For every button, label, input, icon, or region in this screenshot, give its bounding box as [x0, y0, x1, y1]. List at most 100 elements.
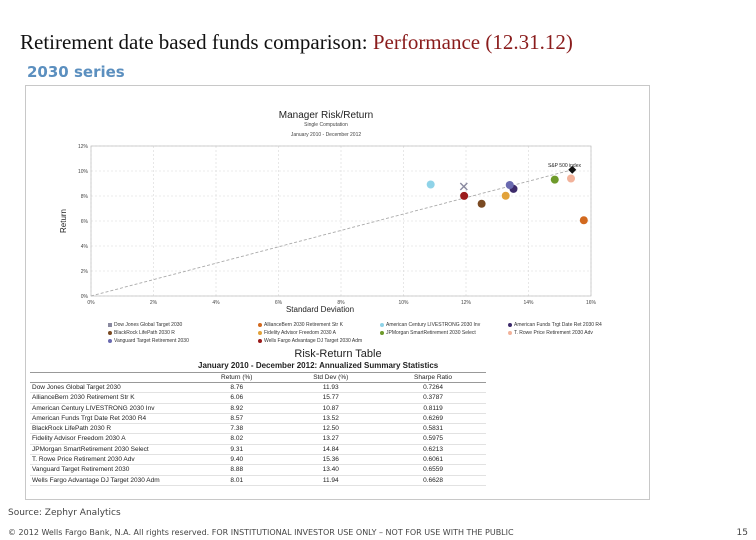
point-1: [579, 216, 588, 225]
legend-swatch: [108, 338, 112, 343]
risk-return-scatter-chart: Manager Risk/Return Single Computation J…: [59, 110, 597, 314]
x-tick-label: 14%: [523, 300, 534, 306]
sharpe-cell: 0.6559: [380, 464, 486, 476]
x-tick-label: 2%: [150, 300, 158, 306]
return-cell: 9.31: [192, 444, 282, 456]
fund-name-cell: BlackRock LifePath 2030 R: [30, 423, 192, 435]
sharpe-cell: 0.7264: [380, 382, 486, 394]
table-row: T. Rowe Price Retirement 2030 Adv 9.40 15.…: [30, 454, 486, 466]
x-tick-label: 4%: [212, 300, 220, 306]
stddev-cell: 12.50: [281, 423, 381, 435]
y-tick-label: 0%: [81, 294, 89, 300]
legend-label: Vanguard Target Retirement 2030: [114, 338, 189, 344]
chart-points: [426, 165, 588, 225]
stddev-cell: 10.87: [281, 403, 381, 414]
legend-swatch: [258, 330, 262, 335]
y-tick-label: 12%: [78, 144, 89, 150]
page-title: Retirement date based funds comparison: …: [20, 30, 573, 55]
legend-label: Fidelity Advisor Freedom 2030 A: [264, 330, 336, 336]
x-tick-label: 6%: [275, 300, 283, 306]
point-2: [426, 180, 435, 189]
stddev-cell: 15.77: [281, 392, 381, 404]
legend-label: Wells Fargo Advantage DJ Target 2030 Adm: [264, 338, 363, 344]
legend-swatch: [108, 322, 112, 327]
y-tick-label: 8%: [81, 194, 89, 200]
table-title: Risk-Return Table: [294, 348, 382, 360]
table-header-name: [30, 372, 192, 383]
legend-item: Fidelity Advisor Freedom 2030 A: [258, 330, 336, 336]
return-cell: 9.40: [192, 454, 282, 466]
fund-name-cell: Wells Fargo Advantage DJ Target 2030 Adm: [30, 475, 192, 486]
legend-item: Dow Jones Global Target 2030: [108, 322, 182, 328]
chart-subtitle-2: January 2010 - December 2012: [291, 132, 362, 138]
sharpe-cell: 0.3787: [380, 392, 486, 404]
fund-name-cell: American Funds Trgt Date Ret 2030 R4: [30, 413, 192, 425]
series-subtitle: 2030 series: [27, 63, 125, 81]
sharpe-cell: 0.6269: [380, 413, 486, 425]
sharpe-cell: 0.6628: [380, 475, 486, 486]
legend-label: American Funds Trgt Date Ret 2030 R4: [514, 322, 602, 328]
chart-grid: [90, 145, 592, 297]
zephyr-figure: Manager Risk/Return Single Computation J…: [25, 85, 650, 500]
source-note: Source: Zephyr Analytics: [8, 508, 121, 518]
fund-name-cell: AllianceBern 2030 Retirement Str K: [30, 392, 192, 404]
legend-swatch: [108, 330, 112, 335]
legend-label: BlackRock LifePath 2030 R: [114, 330, 175, 336]
point-10-diamond: [568, 165, 577, 174]
capital-market-line: [90, 169, 573, 297]
sharpe-cell: 0.6061: [380, 454, 486, 466]
stddev-cell: 15.36: [281, 454, 381, 466]
table-row: Dow Jones Global Target 2030 8.76 11.93 0.7…: [30, 382, 486, 394]
table-row: Fidelity Advisor Freedom 2030 A 8.02 13.27…: [30, 433, 486, 445]
stddev-cell: 13.40: [281, 464, 381, 476]
legend-label: Dow Jones Global Target 2030: [114, 322, 183, 328]
chart-axes: 0% 2% 4% 6% 8% 10% 12% 0% 2% 4% 6% 8% 10% 12% 14% 16%: [78, 144, 597, 306]
table-row: American Funds Trgt Date Ret 2030 R4 8.57…: [30, 413, 486, 425]
point-6: [550, 175, 559, 184]
legend-item: JPMorgan SmartRetirement 2030 Select: [380, 330, 476, 336]
x-tick-label: 10%: [398, 300, 409, 306]
fund-name-cell: Vanguard Target Retirement 2030: [30, 464, 192, 476]
return-cell: 8.02: [192, 433, 282, 445]
point-8: [505, 181, 514, 189]
sharpe-cell: 0.5975: [380, 433, 486, 445]
copyright-footer: © 2012 Wells Fargo Bank, N.A. All rights…: [8, 528, 514, 537]
x-tick-label: 8%: [337, 300, 345, 306]
page-number: 15: [736, 528, 748, 538]
table-header-stddev: Std Dev (%): [281, 372, 381, 383]
y-axis-label: Return: [59, 209, 68, 233]
y-tick-label: 2%: [81, 269, 89, 275]
legend-item: BlackRock LifePath 2030 R: [108, 330, 175, 336]
table-row: AllianceBern 2030 Retirement Str K 6.06 15…: [30, 392, 486, 404]
sharpe-cell: 0.8119: [380, 403, 486, 414]
legend-swatch: [508, 322, 512, 327]
point-9: [460, 191, 469, 200]
risk-return-table: Return (%) Std Dev (%) Sharpe Ratio Dow …: [30, 372, 486, 486]
return-cell: 8.76: [192, 382, 282, 394]
x-axis-label: Standard Deviation: [286, 305, 354, 314]
stddev-cell: 11.93: [281, 382, 381, 394]
legend-item: Vanguard Target Retirement 2030: [108, 338, 189, 344]
table-header-row: Return (%) Std Dev (%) Sharpe Ratio: [30, 372, 486, 383]
stddev-cell: 13.27: [281, 433, 381, 445]
legend-item: T. Rowe Price Retirement 2030 Adv: [508, 330, 593, 336]
x-tick-label: 0%: [87, 300, 95, 306]
stddev-cell: 13.52: [281, 413, 381, 425]
point-0-x-marker: [459, 182, 468, 191]
x-tick-label: 12%: [461, 300, 472, 306]
point-5: [501, 191, 510, 200]
legend-label: AllianceBern 2030 Retirement Str K: [264, 322, 343, 328]
table-row: Wells Fargo Advantage DJ Target 2030 Adm…: [30, 475, 486, 486]
return-cell: 8.57: [192, 413, 282, 425]
return-cell: 8.92: [192, 403, 282, 414]
fund-name-cell: Fidelity Advisor Freedom 2030 A: [30, 433, 192, 445]
page-title-main: Retirement date based funds comparison:: [20, 30, 368, 54]
chart-title: Manager Risk/Return: [279, 110, 373, 121]
fund-name-cell: JPMorgan SmartRetirement 2030 Select: [30, 444, 192, 456]
y-tick-label: 6%: [81, 219, 89, 225]
y-tick-label: 10%: [78, 169, 89, 175]
fund-name-cell: American Century LIVESTRONG 2030 Inv: [30, 403, 192, 414]
return-cell: 6.06: [192, 392, 282, 404]
point-7: [567, 174, 575, 183]
table-row: American Century LIVESTRONG 2030 Inv 8.92…: [30, 403, 486, 414]
